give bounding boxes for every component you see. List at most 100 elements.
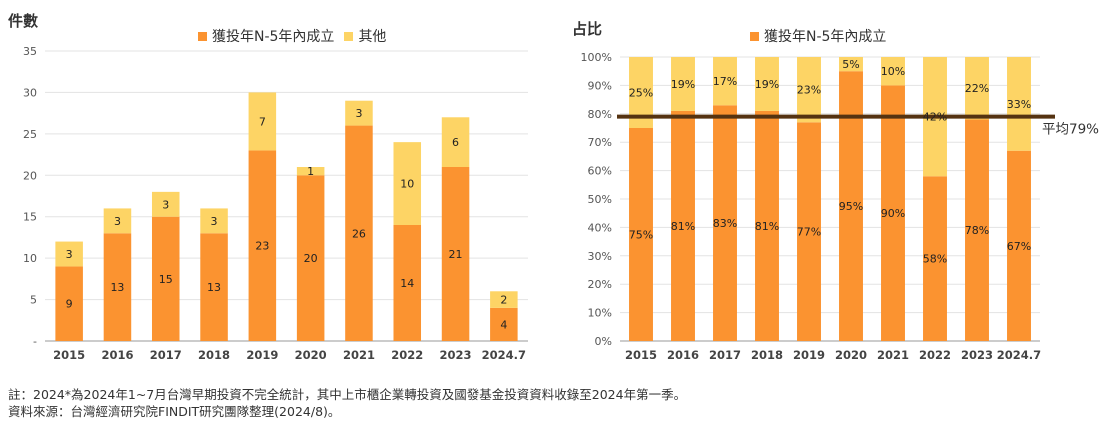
bar-other (881, 57, 905, 86)
bar-other (965, 57, 989, 120)
x-tick-label: 2019 (246, 348, 278, 362)
data-label-primary: 23 (255, 240, 269, 253)
x-tick-label: 2021 (877, 348, 909, 362)
y-tick-label: 100% (581, 51, 612, 64)
data-label-other: 17% (713, 75, 737, 88)
data-label-primary: 81% (755, 220, 779, 233)
bar-other (755, 57, 779, 111)
data-label-primary: 67% (1007, 240, 1031, 253)
bar-primary (671, 110, 695, 342)
y-tick-label: 25 (23, 128, 37, 141)
bar-primary (490, 307, 518, 341)
legend-swatch-primary (198, 31, 207, 41)
bar-primary (393, 225, 422, 341)
data-label-primary: 4 (500, 318, 507, 331)
bar-primary (965, 119, 989, 341)
x-tick-label: 2016 (667, 348, 699, 362)
footnote-note: 註：2024*為2024年1~7月台灣早期投資不完全統計，其中上市櫃企業轉投資及… (8, 387, 687, 402)
data-label-primary: 26 (352, 227, 366, 240)
y-tick-label: 0% (595, 335, 612, 348)
data-label-other: 6 (452, 136, 459, 149)
data-label-primary: 14 (400, 277, 414, 290)
x-tick-label: 2024.7 (997, 348, 1041, 362)
data-label-other: 3 (114, 215, 121, 228)
bar-other (55, 241, 83, 267)
x-tick-label: 2017 (150, 348, 182, 362)
x-tick-label: 2023 (961, 348, 993, 362)
count-chart-ylabel: 件數 (8, 12, 39, 30)
data-label-other: 42% (923, 111, 947, 124)
bar-other (797, 57, 821, 123)
count-chart: 件數 獲投年N-5年內成立 其他 -5 10 15 20 25 30 35 2015 2016 2… (0, 0, 540, 380)
y-tick-label: 10% (588, 307, 612, 320)
data-label-other: 19% (671, 78, 695, 91)
x-tick-label: 2021 (343, 348, 375, 362)
x-tick-label: 2019 (793, 348, 825, 362)
data-label-primary: 90% (881, 207, 905, 220)
bar-primary (55, 266, 83, 341)
bar-primary (345, 125, 373, 341)
legend-item-other: 其他 (344, 26, 386, 46)
data-label-other: 22% (965, 82, 989, 95)
legend-label-other: 其他 (358, 29, 387, 45)
bar-primary (103, 233, 132, 341)
data-label-primary: 83% (713, 217, 737, 230)
legend-swatch-primary-share (750, 31, 759, 41)
bar-primary (296, 175, 325, 341)
data-label-primary: 13 (110, 281, 124, 294)
data-label-other: 10 (400, 178, 414, 191)
data-label-other: 3 (162, 198, 169, 211)
bar-primary (1007, 150, 1031, 341)
bar-primary (151, 216, 180, 341)
y-tick-label: 80% (588, 108, 612, 121)
bar-primary (797, 122, 821, 341)
legend-label-primary-share: 獲投年N-5年內成立 (764, 29, 887, 45)
bar-other (490, 291, 518, 308)
y-tick-label: - (33, 335, 37, 348)
bar-primary (923, 176, 947, 341)
x-tick-label: 2015 (625, 348, 657, 362)
data-label-primary: 15 (159, 273, 173, 286)
data-label-other: 2 (500, 294, 507, 307)
data-label-other: 3 (66, 248, 73, 261)
share-chart-svg: 0% 10% 20% 30% 40% 50% 60% 70% 80% 90% 100% 2015 201… (581, 51, 1099, 362)
data-label-other: 1 (307, 165, 314, 178)
bar-primary (629, 128, 653, 341)
bar-other (296, 167, 325, 176)
bar-primary (839, 71, 863, 341)
footnote-source: 資料來源：台灣經濟研究院FINDIT研究團隊整理(2024/8)。 (8, 404, 341, 419)
y-tick-label: 30% (588, 250, 612, 263)
data-label-primary: 13 (207, 281, 221, 294)
y-tick-label: 90% (588, 79, 612, 92)
data-label-primary: 75% (629, 229, 653, 242)
legend-item-primary: 獲投年N-5年內成立 (198, 26, 334, 46)
y-tick-label: 15 (23, 211, 37, 224)
data-label-primary: 9 (66, 298, 73, 311)
legend-swatch-other (344, 31, 354, 41)
bar-other (151, 191, 180, 217)
bar-primary (713, 105, 737, 341)
bar-primary (755, 110, 779, 342)
bar-other (441, 117, 470, 167)
data-label-other: 5% (842, 58, 859, 71)
data-label-other: 3 (355, 107, 362, 120)
y-tick-label: 50% (588, 193, 612, 206)
bar-other (345, 100, 373, 126)
data-label-primary: 77% (797, 226, 821, 239)
x-tick-label: 2015 (53, 348, 85, 362)
legend-item-primary-share: 獲投年N-5年內成立 (750, 26, 886, 46)
y-tick-label: 40% (588, 221, 612, 234)
y-tick-label: 70% (588, 136, 612, 149)
data-label-primary: 21 (449, 248, 463, 261)
x-tick-label: 2018 (198, 348, 230, 362)
x-tick-label: 2023 (440, 348, 472, 362)
data-label-other: 23% (797, 84, 821, 97)
y-tick-label: 10 (23, 252, 37, 265)
data-label-primary: 20 (304, 252, 318, 265)
share-chart-ylabel: 占比 (572, 20, 603, 38)
data-label-other: 25% (629, 87, 653, 100)
bar-other (393, 142, 422, 225)
x-tick-label: 2024.7 (482, 348, 526, 362)
y-tick-label: 35 (23, 45, 37, 58)
data-label-primary: 58% (923, 253, 947, 266)
